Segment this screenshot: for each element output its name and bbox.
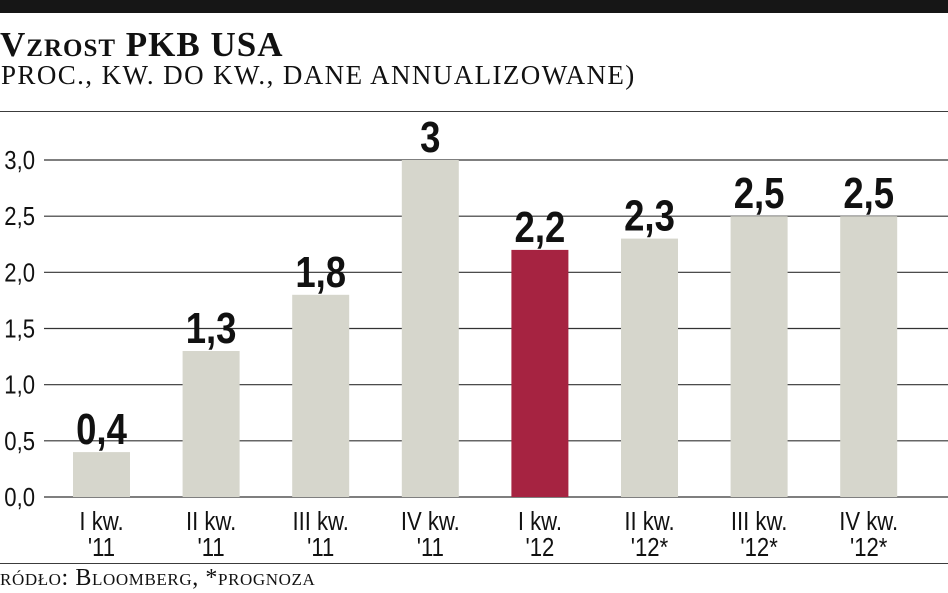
x-tick-label-year: '12* xyxy=(631,533,668,562)
x-tick-label-year: '12 xyxy=(526,533,555,562)
x-tick-label-quarter: I kw. xyxy=(518,507,562,536)
x-tick-label-quarter: III kw. xyxy=(731,507,787,536)
y-tick-label: 2,0 xyxy=(4,259,35,288)
y-tick-label: 2,5 xyxy=(4,203,35,232)
header-rule xyxy=(0,111,948,112)
x-tick-label-quarter: II kw. xyxy=(186,507,236,536)
value-label: 2,2 xyxy=(515,202,566,252)
bar-iv-kw-11 xyxy=(401,160,459,497)
x-tick-label-quarter: III kw. xyxy=(292,507,348,536)
x-tick-label-quarter: IV kw. xyxy=(401,507,460,536)
x-tick-label-quarter: I kw. xyxy=(79,507,123,536)
chart-subtitle: PROC., KW. DO KW., DANE ANNUALIZOWANE) xyxy=(1,60,636,90)
x-tick-label-quarter: II kw. xyxy=(624,507,674,536)
y-tick-label: 0,5 xyxy=(4,427,35,456)
bar-ii-kw-11 xyxy=(182,351,240,497)
bar-ii-kw-12 xyxy=(621,238,678,497)
bars xyxy=(73,160,898,497)
y-tick-label: 0,0 xyxy=(4,483,35,512)
value-label: 2,5 xyxy=(843,168,894,218)
bar-iii-kw-12 xyxy=(730,216,788,497)
gridlines xyxy=(44,159,948,498)
footer-rule xyxy=(0,563,948,564)
x-tick-label-year: '11 xyxy=(198,533,225,562)
bar-iv-kw-12 xyxy=(840,216,898,497)
bar-i-kw-11 xyxy=(73,452,130,497)
value-labels: 0,4 1,3 1,8 3 2,2 2,3 2,5 2,5 xyxy=(76,112,894,454)
source-note: ródło: Bloomberg, *prognoza xyxy=(0,565,316,591)
bar-i-kw-12 xyxy=(511,249,569,497)
y-tick-label: 1,5 xyxy=(4,315,35,344)
value-label: 2,5 xyxy=(734,168,785,218)
value-label: 1,3 xyxy=(186,303,237,353)
value-label: 2,3 xyxy=(624,190,675,240)
value-label: 1,8 xyxy=(295,247,346,297)
x-tick-label-year: '11 xyxy=(417,533,444,562)
y-tick-label: 3,0 xyxy=(4,146,35,175)
x-tick-label-year: '11 xyxy=(307,533,334,562)
value-label: 0,4 xyxy=(76,404,127,454)
chart-title: Vzrost PKB USA xyxy=(0,25,284,64)
x-tick-label-year: '12* xyxy=(740,533,777,562)
value-label: 3 xyxy=(420,112,440,162)
x-tick-label-quarter: IV kw. xyxy=(839,507,898,536)
bar-iii-kw-11 xyxy=(292,294,350,497)
x-tick-label-year: '12* xyxy=(850,533,887,562)
y-tick-label: 1,0 xyxy=(4,371,35,400)
y-axis-labels: 0,0 0,5 1,0 1,5 2,0 2,5 3,0 xyxy=(4,146,35,512)
top-bar xyxy=(0,0,948,13)
x-tick-label-year: '11 xyxy=(88,533,115,562)
